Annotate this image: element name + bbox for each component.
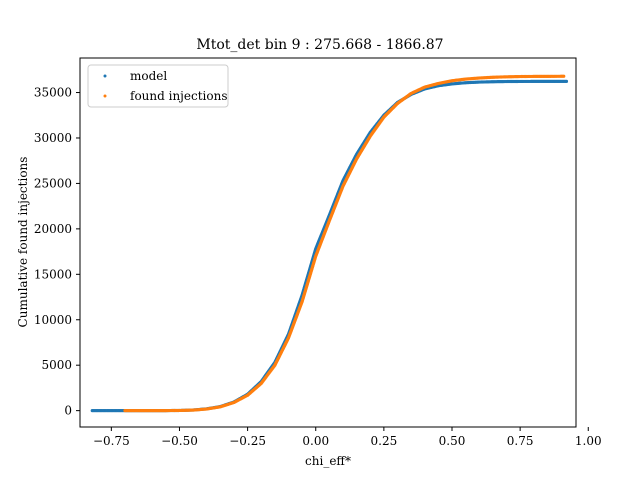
- data-point: [562, 74, 566, 78]
- x-tick-label: 1.00: [575, 434, 602, 448]
- y-tick-label: 20000: [34, 222, 72, 236]
- legend-label-found-injections: found injections: [130, 89, 228, 103]
- x-tick-label: −0.50: [161, 434, 198, 448]
- x-tick-label: −0.25: [229, 434, 266, 448]
- x-tick-label: 0.75: [507, 434, 534, 448]
- series-found-injections: [123, 74, 566, 413]
- legend-marker-found-injections: [103, 94, 107, 98]
- x-tick-label: 0.00: [302, 434, 329, 448]
- y-tick-label: 0: [64, 404, 72, 418]
- legend-label-model: model: [130, 69, 167, 83]
- plot-area: [90, 74, 569, 413]
- legend: model found injections: [87, 64, 229, 108]
- y-tick-label: 15000: [34, 267, 72, 281]
- y-axis: 0 5000 10000 15000 20000 25000 30000 35000: [34, 86, 80, 418]
- x-tick-label: −0.75: [93, 434, 130, 448]
- x-tick-label: 0.50: [439, 434, 466, 448]
- data-point: [564, 79, 569, 83]
- y-tick-label: 10000: [34, 313, 72, 327]
- axes-frame: [79, 57, 577, 428]
- x-axis-label: chi_eff*: [305, 454, 351, 468]
- x-axis: −0.75 −0.50 −0.25 0.00 0.25 0.50 0.75 1.00: [93, 427, 602, 448]
- y-tick-label: 25000: [34, 176, 72, 190]
- y-tick-label: 30000: [34, 131, 72, 145]
- y-tick-label: 5000: [41, 358, 72, 372]
- y-tick-label: 35000: [34, 86, 72, 100]
- chart-title: Mtot_det bin 9 : 275.668 - 1866.87: [196, 37, 443, 53]
- y-axis-label: Cumulative found injections: [16, 157, 30, 328]
- legend-marker-model: [103, 74, 107, 78]
- legend-box: [87, 64, 229, 108]
- x-tick-label: 0.25: [371, 434, 398, 448]
